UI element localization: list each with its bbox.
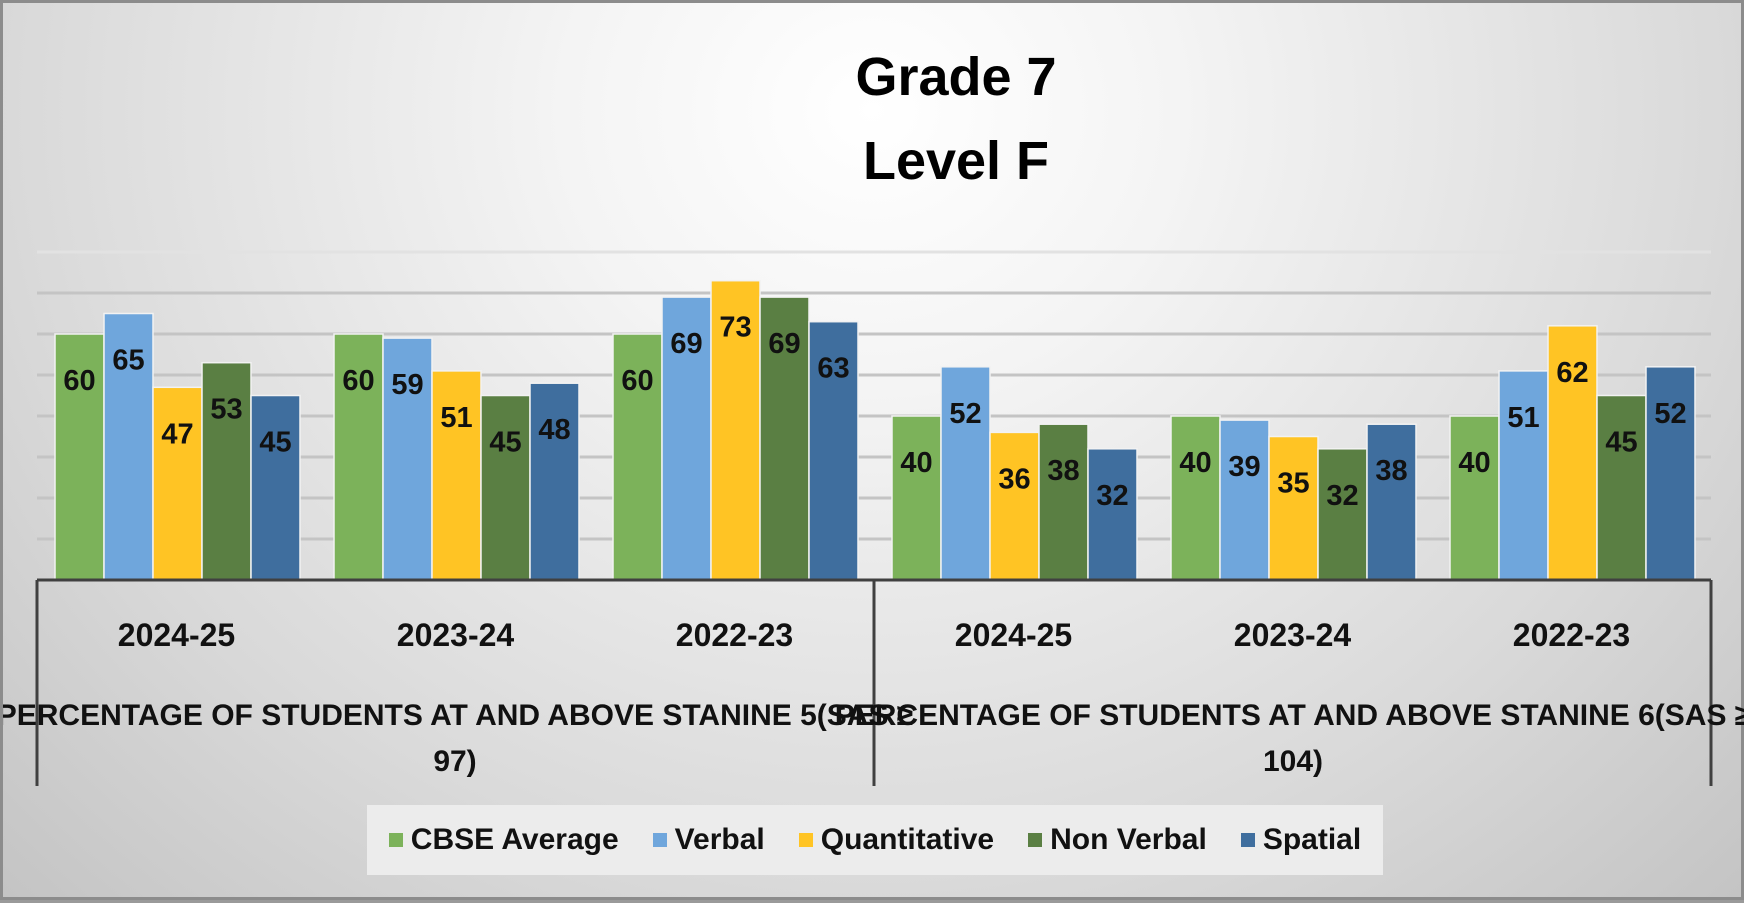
- category-label: 2022-23: [676, 617, 793, 653]
- data-label: 51: [440, 402, 472, 434]
- bar-spatial: [808, 320, 859, 581]
- bar-cbse-average: [54, 333, 105, 581]
- data-label: 36: [998, 463, 1030, 495]
- legend-item-non-verbal: Non Verbal: [1028, 823, 1207, 857]
- category-label: 2024-25: [118, 617, 235, 653]
- bar-quantitative: [1268, 435, 1319, 581]
- legend-label: Quantitative: [820, 823, 995, 856]
- data-label: 40: [1179, 447, 1211, 479]
- legend-item-quantitative: Quantitative: [798, 823, 995, 857]
- legend-item-spatial: Spatial: [1240, 823, 1362, 857]
- bar-cbse-average: [1170, 415, 1221, 581]
- data-label: 69: [768, 328, 800, 360]
- legend-swatch: [388, 833, 403, 847]
- data-label: 52: [949, 398, 981, 430]
- bar-cbse-average: [891, 415, 942, 581]
- bar-non-verbal: [1038, 423, 1089, 581]
- data-label: 47: [161, 418, 193, 450]
- bar-spatial: [1645, 366, 1696, 581]
- legend-swatch: [1240, 833, 1255, 847]
- bars: [54, 279, 1696, 581]
- legend-item-cbse-average: CBSE Average: [388, 823, 619, 857]
- bar-non-verbal: [480, 394, 531, 581]
- bar-spatial: [250, 394, 301, 581]
- group-label: PERCENTAGE OF STUDENTS AT AND ABOVE STAN…: [3, 699, 913, 732]
- data-label: 38: [1375, 455, 1407, 487]
- data-label: 59: [391, 369, 423, 401]
- data-label: 65: [112, 345, 144, 377]
- category-axis: 2024-25 2023-24 2022-23 2024-25 2023-24 2022-…: [3, 578, 1744, 786]
- bar-non-verbal: [1596, 394, 1647, 581]
- legend-label: Verbal: [674, 823, 765, 856]
- category-label: 2024-25: [955, 617, 1072, 653]
- data-label: 60: [342, 365, 374, 397]
- legend-swatch: [798, 833, 813, 847]
- data-label: 35: [1277, 468, 1309, 500]
- bar-verbal: [1219, 419, 1270, 581]
- data-label: 60: [63, 365, 95, 397]
- bar-spatial: [1366, 423, 1417, 581]
- bar-spatial: [1087, 448, 1138, 581]
- bar-non-verbal: [1317, 448, 1368, 581]
- data-label: 39: [1228, 451, 1260, 483]
- legend-label: Spatial: [1262, 823, 1362, 856]
- data-label: 45: [259, 427, 291, 459]
- group-label: PERCENTAGE OF STUDENTS AT AND ABOVE STAN…: [835, 699, 1744, 732]
- gridlines: [37, 250, 1711, 541]
- bar-verbal: [661, 296, 712, 581]
- bar-cbse-average: [1449, 415, 1500, 581]
- chart-title: Grade 7: [855, 47, 1056, 107]
- data-label: 63: [817, 353, 849, 385]
- data-label: 62: [1556, 357, 1588, 389]
- bar-quantitative: [989, 431, 1040, 581]
- chart-canvas: Grade 7 Level F 60 60 60 40 40 40 65 59 69 52 39 51…: [3, 47, 1744, 786]
- data-labels: 60 60 60 40 40 40 65 59 69 52 39 51 47 51 73 36 35 62 53 45…: [63, 312, 1686, 512]
- bar-verbal: [1498, 370, 1549, 581]
- bar-spatial: [529, 382, 580, 581]
- category-label: 2023-24: [397, 617, 515, 653]
- data-label: 48: [538, 414, 570, 446]
- bar-quantitative: [152, 386, 203, 581]
- category-label: 2023-24: [1234, 617, 1352, 653]
- legend-item-verbal: Verbal: [652, 823, 765, 857]
- group-label-continued: 97): [433, 745, 476, 778]
- legend-swatch: [1028, 833, 1043, 847]
- group-label-continued: 104): [1263, 745, 1323, 778]
- chart-subtitle: Level F: [863, 131, 1049, 191]
- data-label: 45: [489, 427, 521, 459]
- legend-label: CBSE Average: [410, 823, 619, 856]
- data-label: 38: [1047, 455, 1079, 487]
- data-label: 40: [900, 447, 932, 479]
- bar-verbal: [940, 366, 991, 581]
- data-label: 32: [1096, 480, 1128, 512]
- data-label: 40: [1458, 447, 1490, 479]
- bar-quantitative: [1547, 325, 1598, 581]
- category-label: 2022-23: [1513, 617, 1630, 653]
- legend-swatch: [652, 833, 667, 847]
- data-label: 53: [210, 394, 242, 426]
- data-label: 32: [1326, 480, 1358, 512]
- data-label: 51: [1507, 402, 1539, 434]
- legend-label: Non Verbal: [1050, 823, 1207, 856]
- bar-non-verbal: [201, 361, 252, 581]
- data-label: 73: [719, 312, 751, 344]
- data-label: 60: [621, 365, 653, 397]
- data-label: 45: [1605, 427, 1637, 459]
- data-label: 52: [1654, 398, 1686, 430]
- legend: CBSE Average Verbal Quantitative Non Verbal…: [367, 805, 1383, 875]
- data-label: 69: [670, 328, 702, 360]
